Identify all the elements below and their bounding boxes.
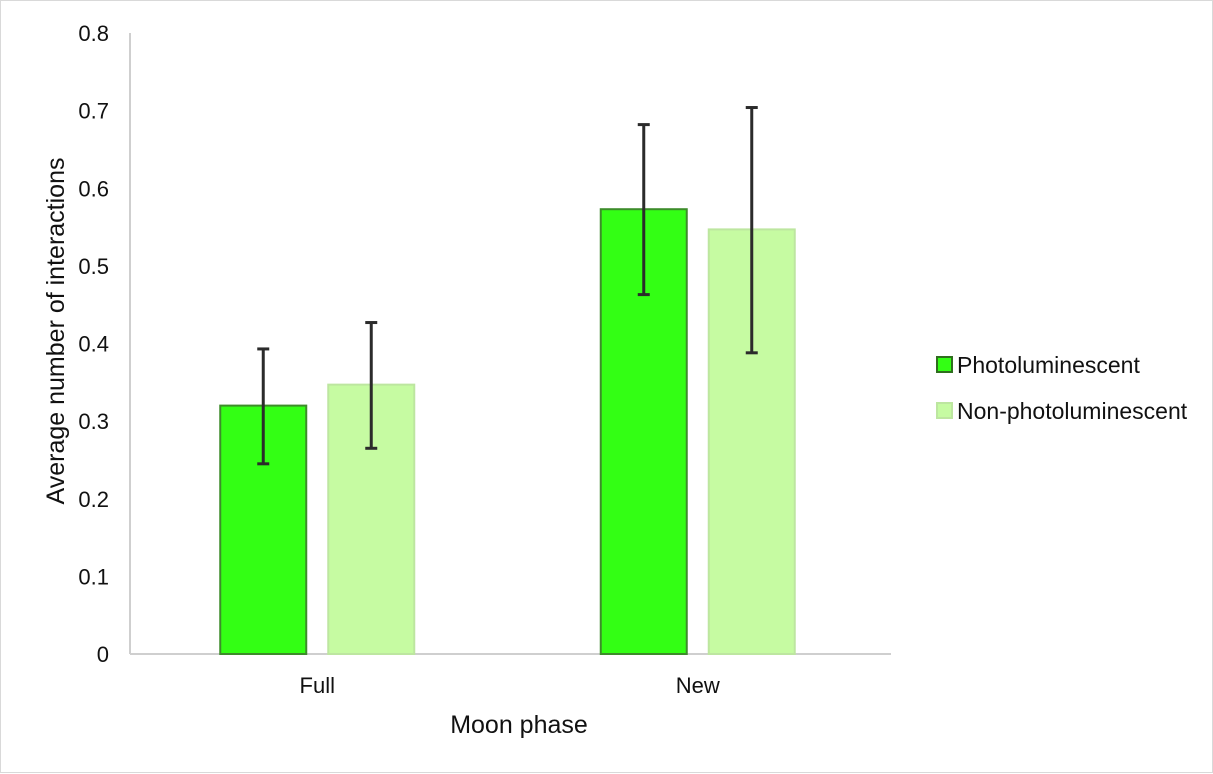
y-tick-label: 0.4 bbox=[78, 332, 109, 357]
y-tick-label: 0.5 bbox=[78, 254, 109, 279]
y-tick-label: 0.2 bbox=[78, 487, 109, 512]
x-tick-label-full: Full bbox=[300, 673, 335, 698]
legend: Photoluminescent Non-photoluminescent bbox=[936, 352, 1188, 424]
x-axis-title: Moon phase bbox=[450, 711, 588, 739]
y-axis-title: Average number of interactions bbox=[42, 158, 70, 505]
y-tick-label: 0.7 bbox=[78, 99, 109, 124]
y-tick-label: 0.8 bbox=[78, 21, 109, 46]
legend-swatch bbox=[936, 356, 953, 373]
y-tick-labels: 0 0.1 0.2 0.3 0.4 0.5 0.6 0.7 0.8 bbox=[78, 21, 109, 667]
x-tick-label-new: New bbox=[676, 673, 720, 698]
legend-swatch bbox=[936, 402, 953, 419]
error-bar-photoluminescent-full bbox=[257, 347, 270, 466]
y-tick-label: 0.6 bbox=[78, 176, 109, 201]
error-bar-photoluminescent-new bbox=[637, 123, 650, 297]
legend-label: Non-photoluminescent bbox=[957, 398, 1188, 424]
y-tick-label: 0 bbox=[97, 642, 109, 667]
error-bar-non-photoluminescent-new bbox=[745, 106, 758, 355]
error-bars bbox=[257, 106, 758, 466]
legend-item-photoluminescent: Photoluminescent bbox=[936, 352, 1140, 378]
y-tick-label: 0.1 bbox=[78, 564, 109, 589]
x-tick-labels: Full New bbox=[300, 673, 720, 698]
legend-label: Photoluminescent bbox=[957, 352, 1140, 378]
bars bbox=[219, 208, 796, 656]
y-tick-label: 0.3 bbox=[78, 409, 109, 434]
legend-item-non-photoluminescent: Non-photoluminescent bbox=[936, 398, 1188, 424]
error-bar-non-photoluminescent-full bbox=[365, 321, 378, 450]
